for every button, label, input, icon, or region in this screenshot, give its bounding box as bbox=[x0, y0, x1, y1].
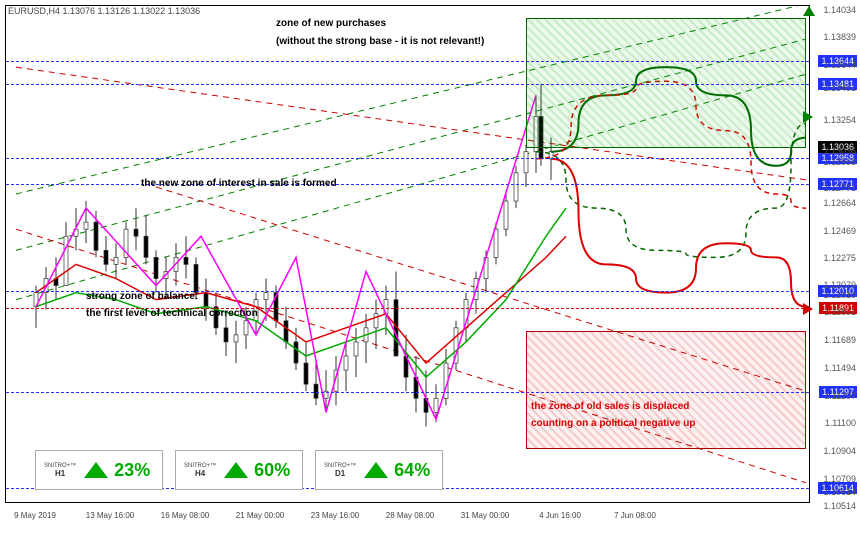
y-tick: 1.10514 bbox=[823, 501, 856, 511]
annotation: the first level of technical correction bbox=[86, 308, 258, 319]
y-tick: 1.11100 bbox=[825, 418, 856, 428]
y-tick: 1.12958 bbox=[823, 157, 856, 167]
indicator-value: 23% bbox=[114, 460, 150, 481]
y-tick: 1.14034 bbox=[823, 5, 856, 15]
annotation: the new zone of interest in sale is form… bbox=[141, 178, 337, 189]
x-axis: 9 May 2019 13 May 16:00 16 May 08:00 21 May… bbox=[5, 506, 810, 538]
x-tick: 16 May 08:00 bbox=[161, 511, 209, 520]
x-tick: 21 May 00:00 bbox=[236, 511, 284, 520]
annotation: (without the strong base - it is not rel… bbox=[276, 36, 484, 47]
indicator-value: 64% bbox=[394, 460, 430, 481]
annotation: the zone of old sales is displaced bbox=[531, 401, 689, 412]
indicator-value: 60% bbox=[254, 460, 290, 481]
annotation: strong zone of balance: bbox=[86, 291, 198, 302]
indicator-timeframe: D1 bbox=[335, 469, 345, 478]
x-tick: 9 May 2019 bbox=[14, 511, 56, 520]
y-tick: 1.12275 bbox=[823, 253, 856, 263]
y-tick: 1.13254 bbox=[823, 115, 856, 125]
y-tick: 1.13644 bbox=[823, 60, 856, 70]
x-tick: 23 May 16:00 bbox=[311, 511, 359, 520]
x-tick: 13 May 16:00 bbox=[86, 511, 134, 520]
y-tick: 1.11297 bbox=[824, 391, 856, 401]
y-axis: 1.14034 1.13839 1.13644 1.13481 1.13254 1.130… bbox=[812, 5, 860, 503]
annotation: zone of new purchases bbox=[276, 18, 386, 29]
y-tick: 1.10709 bbox=[823, 474, 856, 484]
x-tick: 7 Jun 08:00 bbox=[614, 511, 656, 520]
y-tick: 1.10904 bbox=[823, 446, 856, 456]
chart-area[interactable]: 1.136441.134811.129581.127711.120101.118… bbox=[5, 5, 810, 503]
indicator-box: SNITRO+™D164% bbox=[315, 450, 443, 490]
y-tick: 1.13036 bbox=[823, 146, 856, 156]
y-tick: 1.10614 bbox=[823, 487, 856, 497]
x-tick: 4 Jun 16:00 bbox=[539, 511, 581, 520]
y-tick: 1.13481 bbox=[823, 83, 856, 93]
price-level bbox=[6, 184, 809, 185]
annotation: counting on a political negative up bbox=[531, 418, 695, 429]
up-triangle-icon bbox=[84, 462, 108, 478]
up-triangle-icon bbox=[364, 462, 388, 478]
price-level bbox=[6, 84, 809, 85]
zone-box bbox=[526, 331, 806, 449]
y-tick: 1.12469 bbox=[823, 226, 856, 236]
price-level bbox=[6, 61, 809, 62]
price-level bbox=[6, 158, 809, 159]
up-triangle-icon bbox=[224, 462, 248, 478]
indicator-box: SNITRO+™H460% bbox=[175, 450, 303, 490]
x-tick: 28 May 08:00 bbox=[386, 511, 434, 520]
indicator-box: SNITRO+™H123% bbox=[35, 450, 163, 490]
y-tick: 1.12010 bbox=[823, 290, 856, 300]
indicator-timeframe: H4 bbox=[195, 469, 205, 478]
x-tick: 31 May 00:00 bbox=[461, 511, 509, 520]
price-level bbox=[6, 392, 809, 393]
y-tick: 1.12079 bbox=[823, 280, 856, 290]
y-tick: 1.11494 bbox=[824, 363, 856, 373]
indicator-timeframe: H1 bbox=[55, 469, 65, 478]
y-tick: 1.13839 bbox=[823, 32, 856, 42]
y-tick: 1.11891 bbox=[824, 307, 856, 317]
y-tick: 1.12664 bbox=[823, 198, 856, 208]
y-tick: 1.12771 bbox=[823, 183, 856, 193]
y-tick: 1.11689 bbox=[824, 335, 856, 345]
